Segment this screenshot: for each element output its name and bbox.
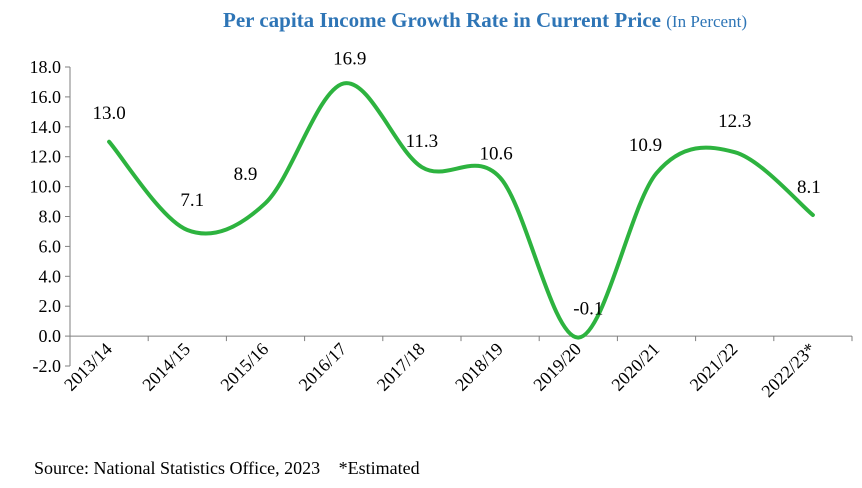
data-point [812,214,814,216]
data-label: 10.6 [479,144,512,165]
data-label: 11.3 [406,131,439,152]
x-tick-label: 2020/21 [607,339,663,395]
x-tick-label: 2018/19 [451,339,507,395]
y-tick-label: 14.0 [30,117,62,137]
data-labels: 13.0 7.1 8.9 16.9 11.3 10.6 -0.1 10.9 12.3 8.1 [92,48,820,319]
data-point [734,151,736,153]
x-tick-label: 2022/23* [757,339,819,401]
data-label: 12.3 [718,111,751,132]
data-point [186,229,188,231]
y-tick-label: 2.0 [39,296,62,316]
x-tick-label: 2014/15 [138,339,194,395]
data-point [265,202,266,204]
y-tick-label: 4.0 [39,266,62,286]
data-label: -0.1 [573,299,603,320]
data-point [343,82,345,84]
estimated-note: *Estimated [338,458,420,478]
x-tick-label: 2019/20 [529,339,585,395]
chart-title-main: Per capita Income Growth Rate in Current… [223,8,662,32]
y-tick-label: 16.0 [30,87,62,107]
x-tick-label: 2017/18 [373,339,429,395]
data-point [577,337,579,339]
x-tick-label: 2013/14 [60,339,116,395]
chart-title: Per capita Income Growth Rate in Current… [0,8,862,33]
series-group [107,81,815,340]
series-line [107,81,815,340]
source-note: Source: National Statistics Office, 2023… [34,458,420,479]
data-point [499,177,501,179]
data-label: 10.9 [629,135,662,156]
y-axis-ticks: 18.0 16.0 14.0 12.0 10.0 8.0 6.0 4.0 2.0 0.0 -2.0 [30,57,70,376]
y-tick-label: 6.0 [39,236,62,256]
data-label: 13.0 [92,103,125,124]
x-tick-label: 2016/17 [295,339,351,395]
data-point [656,172,657,174]
data-label: 8.9 [234,164,258,185]
x-tick-label: 2021/22 [686,339,742,395]
data-label: 8.1 [797,177,821,198]
data-point [421,166,423,168]
data-point [108,141,110,143]
y-tick-label: 18.0 [30,57,62,77]
data-label: 7.1 [180,190,204,211]
y-tick-label: 10.0 [30,177,62,197]
y-tick-label: 12.0 [30,147,62,167]
data-label: 16.9 [333,48,366,69]
chart-subtitle: (In Percent) [666,12,747,31]
y-tick-label: -2.0 [33,356,62,376]
source-text: Source: National Statistics Office, 2023 [34,458,321,478]
x-axis-ticks: 2013/14 2014/15 2015/16 2016/17 2017/18 2018/… [60,336,853,401]
y-tick-label: 8.0 [39,207,62,227]
y-tick-label: 0.0 [39,326,62,346]
x-tick-label: 2015/16 [216,339,272,395]
line-chart: 18.016.014.012.010.08.06.04.02.00.0-2.0 … [30,48,853,401]
